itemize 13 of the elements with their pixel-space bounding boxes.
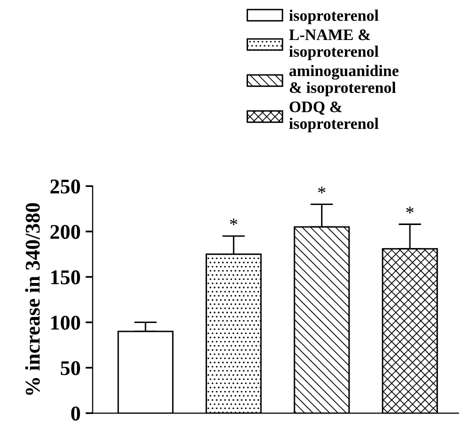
y-tick-label: 150 [51, 270, 80, 284]
y-tick-label: 100 [51, 316, 80, 330]
legend-label: ODQ & isoproterenol [289, 102, 379, 132]
legend-label: aminoguanidine & isoproterenol [289, 64, 399, 96]
data-label: * [406, 206, 414, 214]
data-label: * [318, 186, 326, 194]
y-tick-label: 0 [71, 406, 80, 421]
y-tick-label: 50 [60, 361, 80, 376]
legend-label: isoproterenol [289, 10, 379, 24]
y-tick-label: 200 [50, 224, 80, 239]
y-axis-title: % increase in 340/380 [25, 203, 40, 395]
data-label: * [230, 218, 238, 226]
y-tick-label: 250 [50, 179, 80, 194]
